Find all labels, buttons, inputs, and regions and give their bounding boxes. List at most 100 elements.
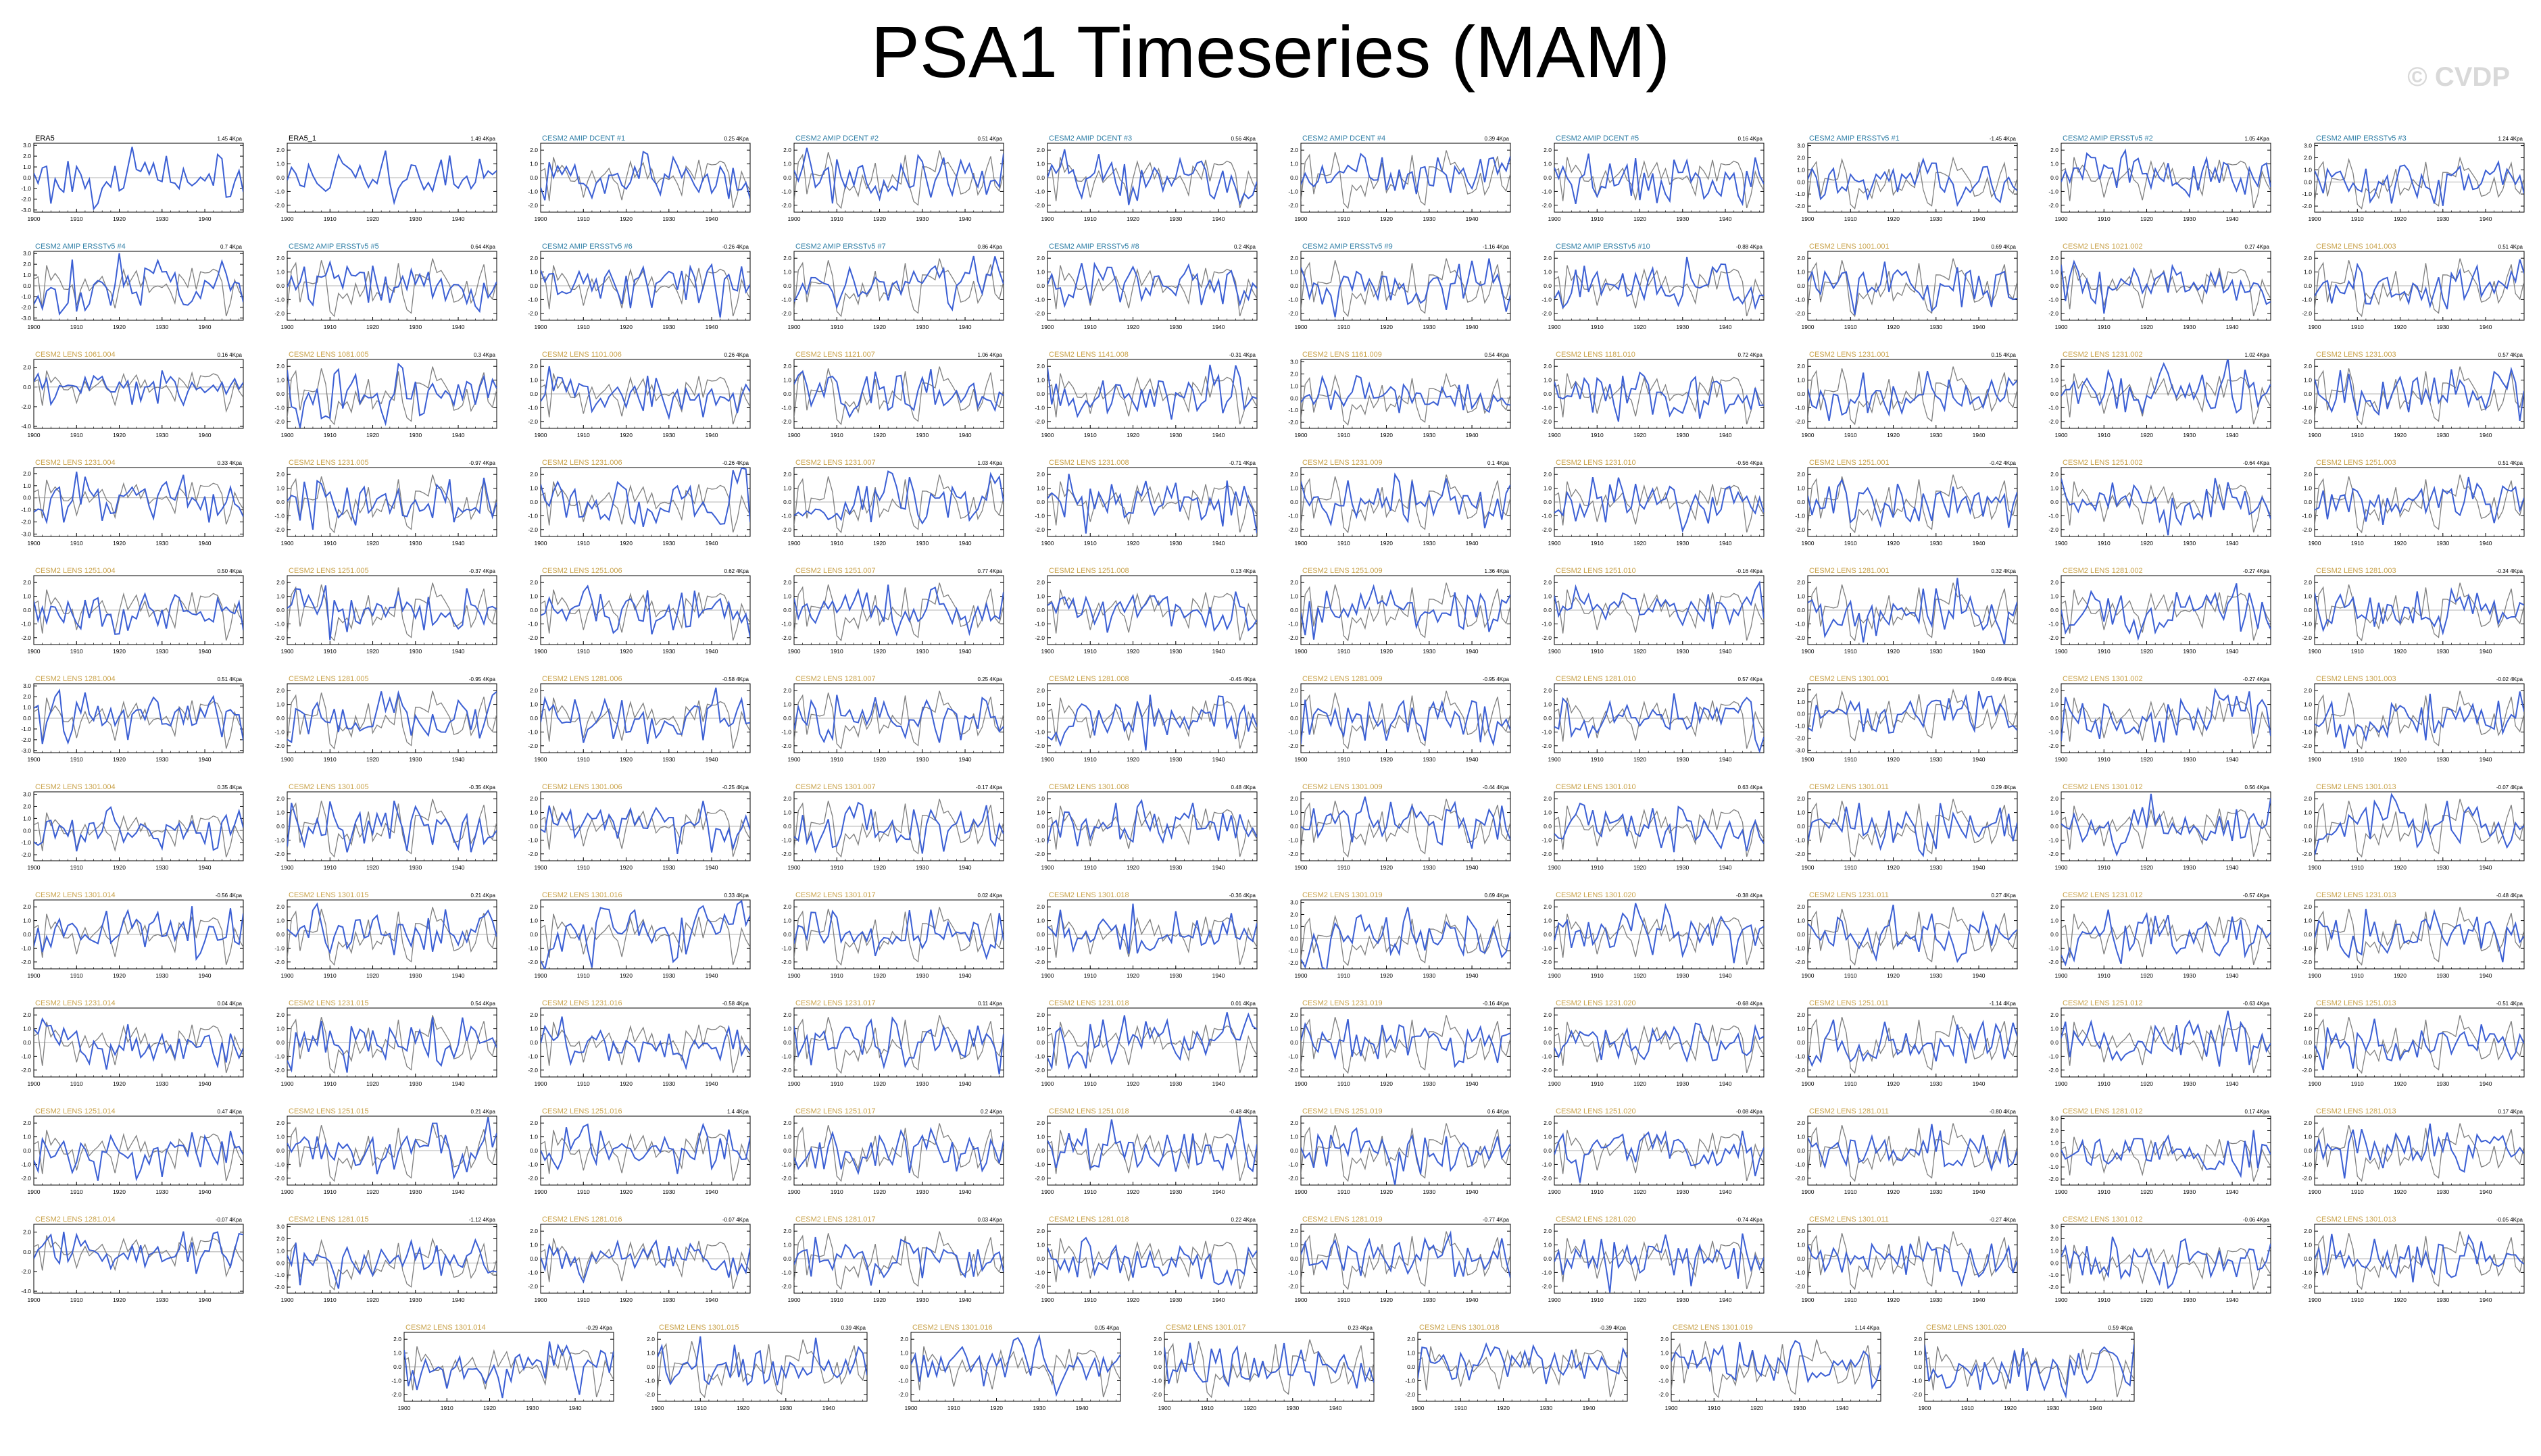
timeseries-panel: CESM2 LENS 1231.003 0.57 4Kpa 2.0 1.0 0.0 -1.… <box>2302 351 2525 438</box>
obs-series-line <box>541 589 750 641</box>
obs-series-line <box>1301 258 1510 318</box>
y-tick-label: 2.0 <box>2304 255 2312 261</box>
y-tick-label: -2.0 <box>21 634 31 641</box>
y-tick-label: -2.0 <box>781 526 791 533</box>
panel-stat: 0.77 4Kpa <box>978 568 1003 574</box>
x-tick-label: 1910 <box>1591 324 1604 330</box>
x-tick-label: 1940 <box>706 972 718 979</box>
panel-stat: 1.05 4Kpa <box>2245 136 2270 142</box>
x-tick-label: 1920 <box>1127 540 1139 547</box>
x-tick-label: 1900 <box>1548 756 1561 763</box>
x-tick-label: 1940 <box>1973 972 1985 979</box>
obs-series-line <box>1808 258 2017 318</box>
x-tick-label: 1920 <box>2394 324 2407 330</box>
y-tick-label: 2.0 <box>1797 686 1805 693</box>
x-tick-label: 1940 <box>2480 432 2492 438</box>
obs-series-line <box>1301 913 1510 966</box>
panel-stat: -0.36 4Kpa <box>1229 893 1256 899</box>
panel-title: CESM2 LENS 1081.005 <box>289 351 369 359</box>
y-tick-label: 2.0 <box>530 903 538 910</box>
x-tick-label: 1910 <box>324 864 337 871</box>
model-series-line <box>2315 159 2524 206</box>
x-tick-label: 1940 <box>452 648 465 655</box>
y-tick-label: 2.0 <box>23 903 31 910</box>
obs-series-line <box>2061 265 2271 317</box>
x-tick-label: 1930 <box>2436 432 2449 438</box>
timeseries-panel: CESM2 LENS 1251.004 0.50 4Kpa 2.0 1.0 0.0 -1.… <box>21 567 244 655</box>
y-tick-label: 2.0 <box>783 687 791 694</box>
model-series-line <box>541 1016 750 1071</box>
y-tick-label: 3.0 <box>1290 899 1298 906</box>
panel-title: CESM2 AMIP ERSSTv5 #10 <box>1556 243 1650 251</box>
y-tick-label: 1.0 <box>1797 377 1805 384</box>
panel-title: CESM2 LENS 1301.006 <box>542 783 622 791</box>
x-tick-label: 1940 <box>452 324 465 330</box>
y-tick-label: 0.0 <box>23 282 31 289</box>
x-tick-label: 1900 <box>1295 324 1308 330</box>
y-tick-label: 1.0 <box>1037 809 1045 816</box>
y-tick-label: -2.0 <box>1541 310 1552 317</box>
y-tick-label: -3.0 <box>21 747 31 754</box>
y-tick-label: 1.0 <box>783 1026 791 1032</box>
panel-title: CESM2 AMIP ERSSTv5 #3 <box>2316 134 2407 143</box>
timeseries-panel: CESM2 LENS 1301.011 0.29 4Kpa 2.0 1.0 0.0 -1.… <box>1795 783 2018 871</box>
timeseries-panel: CESM2 LENS 1161.009 0.54 4Kpa 3.0 2.0 1.0 0.0… <box>1288 351 1511 438</box>
x-tick-label: 1940 <box>706 864 718 871</box>
y-tick-label: 0.0 <box>783 499 791 505</box>
x-tick-label: 1930 <box>1929 756 1942 763</box>
panel-title: CESM2 AMIP ERSSTv5 #2 <box>2063 134 2153 143</box>
model-series-line <box>541 468 750 528</box>
x-tick-label: 1910 <box>2351 972 2364 979</box>
x-tick-label: 1910 <box>831 432 843 438</box>
y-tick-label: -1.0 <box>1288 296 1298 303</box>
x-tick-label: 1930 <box>916 216 929 222</box>
panel-stat: 0.48 4Kpa <box>1231 784 1256 790</box>
timeseries-panel: CESM2 LENS 1121.007 1.06 4Kpa 2.0 1.0 0.0 -1.… <box>781 351 1004 438</box>
timeseries-panel: CESM2 LENS 1301.020 -0.38 4Kpa 2.0 1.0 0.0 -1… <box>1541 891 1765 979</box>
x-tick-label: 1920 <box>1380 864 1393 871</box>
y-tick-label: 1.0 <box>1037 377 1045 384</box>
panel-title: CESM2 LENS 1281.003 <box>2316 567 2396 575</box>
obs-series-line <box>2315 799 2524 858</box>
y-tick-label: -1.0 <box>781 296 791 303</box>
x-tick-label: 1900 <box>535 756 547 763</box>
y-tick-label: -1.0 <box>2048 620 2058 627</box>
y-tick-label: -1.0 <box>1795 620 1805 627</box>
y-tick-label: -2.0 <box>1288 959 1298 966</box>
panel-stat: -0.44 4Kpa <box>1483 784 1510 790</box>
y-tick-label: 1.0 <box>23 164 31 170</box>
x-tick-label: 1940 <box>452 756 465 763</box>
model-series-line <box>1301 258 1510 318</box>
x-tick-label: 1930 <box>2183 864 2196 871</box>
y-tick-label: 0.0 <box>1290 174 1298 181</box>
y-tick-label: 1.0 <box>1037 593 1045 600</box>
y-tick-label: 0.0 <box>530 282 538 289</box>
timeseries-panel: CESM2 LENS 1251.010 -0.16 4Kpa 2.0 1.0 0.0 -1… <box>1541 567 1765 655</box>
timeseries-panel: CESM2 LENS 1251.001 -0.42 4Kpa 2.0 1.0 0.0 -1… <box>1795 459 2018 547</box>
timeseries-panel: CESM2 AMIP DCENT #1 0.25 4Kpa 2.0 1.0 0.0 -1.… <box>528 134 751 222</box>
panel-stat: 0.01 4Kpa <box>1231 1001 1256 1007</box>
timeseries-panel: CESM2 LENS 1231.006 -0.26 4Kpa 2.0 1.0 0.0 -1… <box>528 459 751 547</box>
x-tick-label: 1930 <box>1169 648 1182 655</box>
panel-stat: 0.51 4Kpa <box>2498 460 2523 466</box>
y-tick-label: 2.0 <box>530 687 538 694</box>
panel-stat: -0.71 4Kpa <box>1229 460 1256 466</box>
y-tick-label: 2.0 <box>1037 363 1045 370</box>
timeseries-panel: CESM2 LENS 1251.005 -0.37 4Kpa 2.0 1.0 0.0 -1… <box>274 567 497 655</box>
timeseries-panel: CESM2 LENS 1041.003 0.51 4Kpa 2.0 1.0 0.0 -1.… <box>2302 243 2525 330</box>
x-tick-label: 1900 <box>28 1080 41 1087</box>
y-tick-label: 0.0 <box>1037 174 1045 181</box>
x-tick-label: 1900 <box>281 972 294 979</box>
x-tick-label: 1940 <box>452 1080 465 1087</box>
x-tick-label: 1930 <box>1423 1080 1435 1087</box>
x-tick-label: 1920 <box>366 972 379 979</box>
timeseries-panel: CESM2 LENS 1251.007 0.77 4Kpa 2.0 1.0 0.0 -1.… <box>781 567 1004 655</box>
y-tick-label: -2.0 <box>1035 743 1045 749</box>
model-series-line <box>34 906 243 961</box>
y-tick-label: -1.0 <box>274 728 285 735</box>
x-tick-label: 1940 <box>452 972 465 979</box>
y-tick-label: -2.0 <box>1795 526 1805 533</box>
model-series-line <box>287 362 497 428</box>
y-tick-label: 2.0 <box>530 795 538 802</box>
obs-series-line <box>794 474 1004 534</box>
